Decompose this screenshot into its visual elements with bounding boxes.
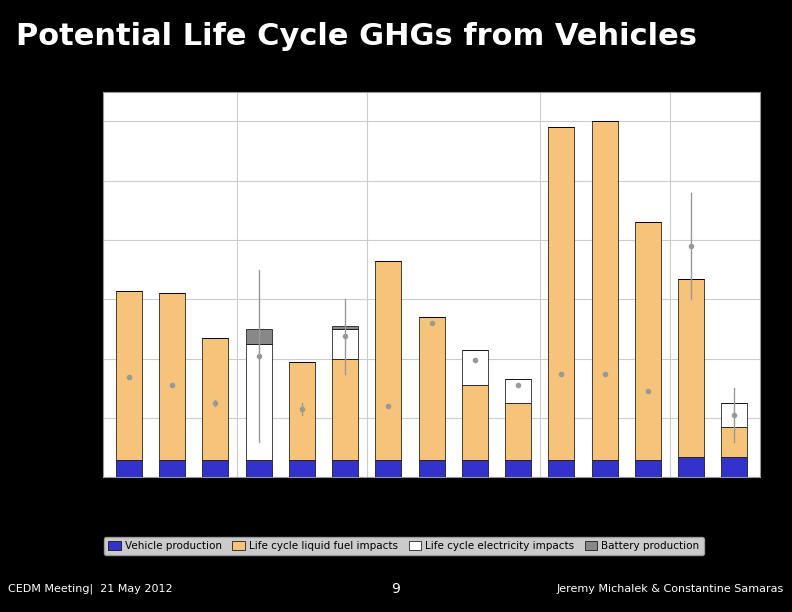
Bar	[159, 294, 185, 460]
Bar	[592, 460, 618, 477]
Bar	[548, 127, 574, 460]
Bar	[289, 362, 315, 460]
Bar	[116, 291, 142, 460]
Bar	[246, 344, 272, 460]
Text: Potential Life Cycle GHGs from Vehicles: Potential Life Cycle GHGs from Vehicles	[16, 22, 697, 51]
Bar	[462, 460, 488, 477]
Bar	[505, 379, 531, 403]
Text: Petroleum: Petroleum	[140, 543, 204, 556]
Bar	[375, 460, 402, 477]
Text: Jeremy Michalek & Constantine Samaras: Jeremy Michalek & Constantine Samaras	[557, 584, 784, 594]
Bar	[678, 457, 704, 477]
Bar	[203, 460, 228, 477]
Bar	[332, 460, 358, 477]
Text: CEDM Meeting|  21 May 2012: CEDM Meeting| 21 May 2012	[8, 584, 173, 594]
Text: Hydrogen: Hydrogen	[683, 543, 743, 556]
Bar	[635, 460, 661, 477]
Bar	[505, 460, 531, 477]
Y-axis label: Life cycle GHGs [g CO₂-eq / km traveled]: Life cycle GHGs [g CO₂-eq / km traveled]	[51, 157, 63, 412]
Bar	[592, 121, 618, 460]
Text: Coal to Liquids: Coal to Liquids	[558, 543, 651, 556]
Bar	[332, 359, 358, 460]
Bar	[419, 460, 444, 477]
Text: E85 Biofuels: E85 Biofuels	[414, 543, 492, 556]
Bar	[159, 460, 185, 477]
Bar	[246, 460, 272, 477]
Bar	[635, 222, 661, 460]
Legend: Vehicle production, Life cycle liquid fuel impacts, Life cycle electricity impac: Vehicle production, Life cycle liquid fu…	[105, 537, 703, 555]
Bar	[289, 460, 315, 477]
Bar	[722, 427, 748, 457]
Bar	[505, 403, 531, 460]
Bar	[419, 317, 444, 460]
Bar	[722, 457, 748, 477]
Text: 9: 9	[391, 582, 401, 596]
Bar	[722, 403, 748, 427]
Bar	[678, 278, 704, 457]
Bar	[332, 326, 358, 329]
Bar	[203, 338, 228, 460]
Bar	[116, 460, 142, 477]
Bar	[246, 329, 272, 344]
Text: Plug-in Vehicles: Plug-in Vehicles	[253, 543, 351, 556]
Bar	[462, 386, 488, 460]
Bar	[332, 329, 358, 359]
Bar	[462, 350, 488, 386]
Bar	[375, 261, 402, 460]
Bar	[548, 460, 574, 477]
